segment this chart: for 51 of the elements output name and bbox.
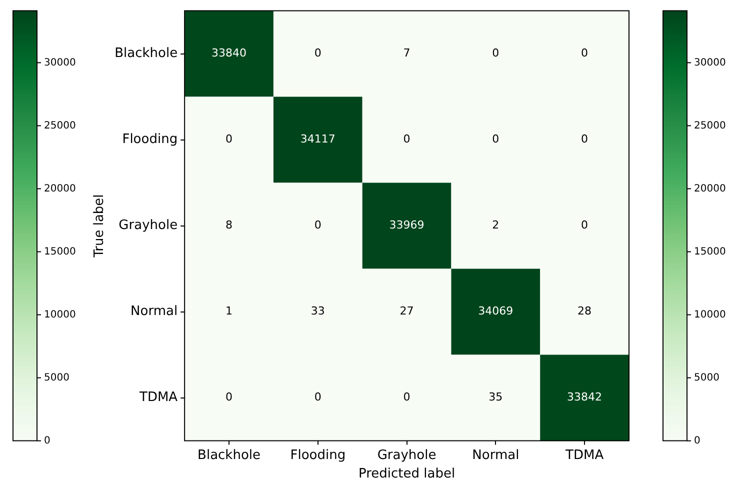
color-bar-label: 20000 (44, 183, 76, 194)
data-label: 33969 (389, 218, 424, 232)
y-tick-label: Grayhole (118, 218, 178, 234)
y-tick-label: Normal (130, 304, 178, 320)
y2-tick-label: 0 (694, 435, 700, 446)
data-label: 0 (314, 218, 322, 232)
data-label: 34069 (478, 304, 514, 318)
data-label: 34117 (300, 132, 336, 146)
data-label: 33842 (567, 390, 602, 404)
x-tick-label: TDMA (564, 448, 604, 463)
color-bar-label: 0 (44, 435, 50, 446)
color-bar-label: 5000 (44, 372, 70, 384)
y2-tick-label: 20000 (694, 183, 726, 194)
data-label: 0 (581, 46, 588, 60)
data-label: 0 (314, 46, 322, 60)
data-label: 0 (403, 390, 410, 404)
y-tick-label: Flooding (122, 132, 178, 148)
x-tick-label: Normal (472, 448, 520, 463)
data-label: 33840 (212, 46, 247, 60)
y-tick-label: Blackhole (114, 46, 178, 62)
y-tick-label: TDMA (138, 390, 178, 406)
color-bar-label: 30000 (44, 57, 76, 68)
x-tick-label: Flooding (290, 448, 346, 463)
data-label: 7 (403, 46, 410, 60)
color-bar-label: 15000 (44, 246, 76, 258)
x-tick-label: Blackhole (198, 448, 261, 463)
y2-tick-label: 5000 (694, 372, 720, 384)
y2-tick-label: 25000 (694, 120, 726, 132)
y2-tick-label: 10000 (694, 309, 726, 320)
y2-tick-label: 30000 (694, 57, 726, 68)
data-label: 0 (492, 46, 500, 60)
x-axis-title: Predicted label (358, 466, 456, 482)
data-label: 35 (488, 390, 503, 404)
data-label: 27 (400, 304, 414, 318)
data-label: 2 (492, 218, 500, 232)
y2-tick-label: 15000 (694, 246, 726, 258)
data-label: 33 (310, 304, 325, 318)
data-label: 0 (226, 390, 233, 404)
data-label: 28 (578, 304, 592, 318)
data-label: 0 (581, 218, 588, 232)
data-label: 1 (226, 304, 233, 318)
data-label: 0 (226, 132, 233, 146)
color-bar-label: 25000 (44, 120, 76, 132)
x-tick-label: Grayhole (377, 448, 436, 463)
data-label: 0 (581, 132, 588, 146)
color-bar-label: 10000 (44, 309, 76, 320)
y-axis-title: True label (92, 194, 108, 258)
data-label: 0 (492, 132, 500, 146)
data-label: 0 (403, 132, 410, 146)
data-label: 8 (226, 218, 233, 232)
data-label: 0 (314, 390, 322, 404)
